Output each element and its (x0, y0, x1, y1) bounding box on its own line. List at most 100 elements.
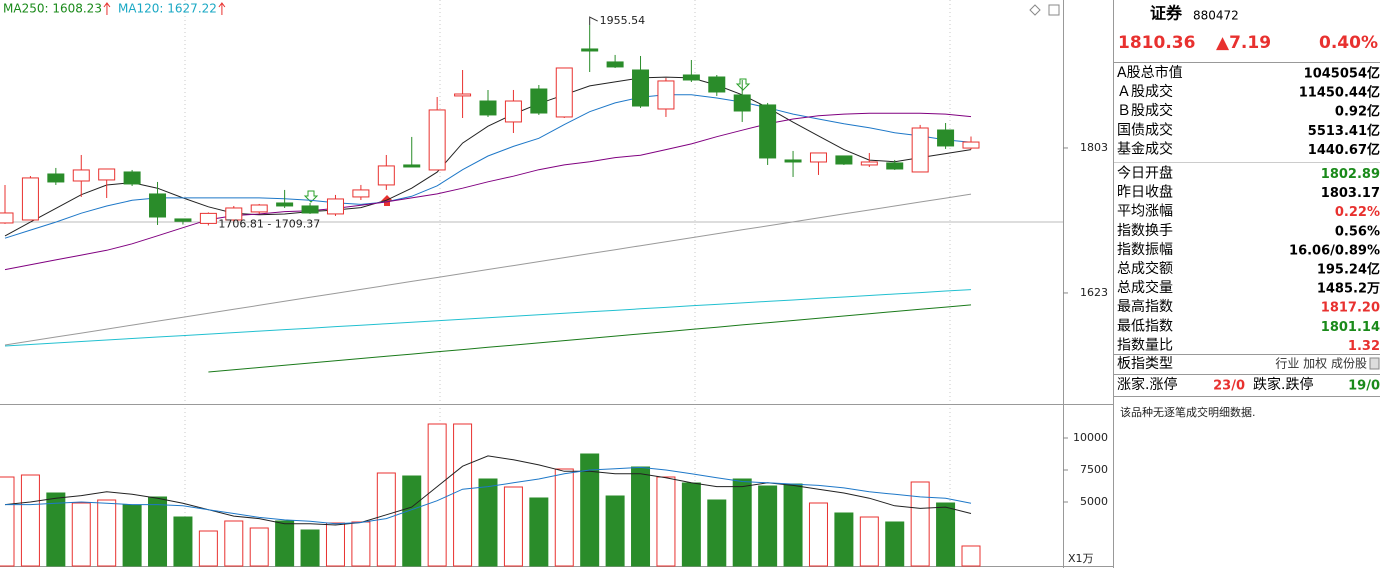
candle-body (581, 48, 599, 52)
y-tick-label: 1803 (1080, 141, 1108, 154)
row-value: 1485.2万 (1317, 282, 1380, 297)
volume-bar (554, 468, 574, 567)
unit-label: X1万 (1068, 552, 1094, 565)
candle-body (276, 202, 294, 207)
down-value: 19/0 (1348, 379, 1380, 394)
candle-body (21, 177, 39, 221)
price-change: ▲7.19 (1216, 33, 1271, 53)
legend-arrow (218, 2, 226, 15)
candle-body (326, 198, 344, 215)
plate-type-label: 板指类型 (1117, 356, 1173, 372)
row-value: 0.22% (1335, 205, 1380, 220)
y-tick-label: 5000 (1080, 495, 1108, 508)
last-price: 1810.36 (1118, 33, 1195, 53)
volume-bar (808, 502, 828, 567)
legend-entry: MA120: 1627.22 (118, 2, 217, 16)
volume-bar (936, 502, 956, 567)
volume-bar (605, 495, 625, 567)
row-label: A股总市值 (1117, 64, 1183, 81)
candle-body (479, 100, 497, 116)
candle-body (250, 204, 268, 213)
row-value: 0.56% (1335, 224, 1380, 239)
row-value: 11450.44亿 (1299, 85, 1380, 101)
volume-bar (783, 483, 803, 567)
candle-body (504, 100, 522, 123)
up-value: 23/0 (1213, 379, 1245, 394)
row-label: 最低指数 (1117, 318, 1173, 334)
row-value: 1802.89 (1321, 167, 1380, 182)
volume-bar (453, 423, 473, 567)
candle-body (835, 155, 853, 165)
volume-bar (580, 453, 600, 567)
volume-bar (198, 530, 218, 567)
row-value: 1045054亿 (1304, 66, 1380, 82)
row-label: 基金成交 (1117, 140, 1173, 157)
candle-body (708, 76, 726, 93)
ma-line (4, 193, 972, 346)
volume-bar (859, 516, 879, 567)
row-label: 今日开盘 (1117, 165, 1173, 182)
candle-body (225, 207, 243, 221)
candle-body (759, 104, 777, 159)
plate-icon[interactable] (1369, 357, 1380, 370)
ma-line (4, 455, 972, 526)
candle-body (962, 141, 980, 149)
row-label: Ａ股成交 (1117, 83, 1173, 100)
candle-body (784, 159, 802, 163)
ma-line (4, 112, 972, 271)
volume-bar (275, 520, 295, 567)
candle-body (860, 161, 878, 166)
volume-bar (0, 476, 15, 567)
y-tick-label: 10000 (1073, 431, 1108, 444)
candle-body (657, 80, 675, 110)
candle-body (149, 193, 167, 218)
volume-bar (656, 476, 676, 567)
row-value: 1440.67亿 (1308, 142, 1380, 158)
row-value: 0.92亿 (1335, 104, 1380, 120)
row-label: 总成交额 (1117, 260, 1173, 277)
row-value: 1817.20 (1321, 301, 1380, 316)
candle-body (377, 165, 395, 186)
candle-body (555, 67, 573, 118)
volume-bar (478, 478, 498, 567)
legend-arrow (103, 2, 111, 15)
ma-line (4, 76, 972, 237)
volume-bar (71, 502, 91, 567)
candle-body (352, 189, 370, 198)
volume-bar (46, 492, 66, 567)
candle-body (682, 74, 700, 81)
volume-bar (300, 529, 320, 567)
icon-box[interactable] (1048, 4, 1060, 16)
volume-bar (631, 466, 651, 567)
ma-line (5, 466, 972, 525)
row-label: 总成交量 (1117, 279, 1173, 296)
volume-bar (529, 497, 549, 567)
candle-body (454, 93, 472, 97)
volume-bar (707, 499, 727, 567)
candle-body (886, 162, 904, 170)
icon-diamond[interactable] (1029, 4, 1041, 16)
volume-bar (758, 485, 778, 567)
row-label: 国债成交 (1117, 121, 1173, 138)
candle-body (403, 164, 421, 168)
candle-body (733, 94, 751, 112)
volume-bar (173, 516, 193, 567)
candle-body (98, 168, 116, 181)
row-value: 16.06/0.89% (1289, 243, 1380, 258)
row-value: 1803.17 (1321, 186, 1380, 201)
volume-bar (961, 545, 981, 567)
volume-bar (834, 512, 854, 567)
volume-bar (402, 475, 422, 567)
volume-bar (910, 481, 930, 567)
row-label: Ｂ股成交 (1117, 102, 1173, 119)
row-value: 5513.41亿 (1308, 123, 1380, 139)
plate-type-value[interactable]: 行业 加权 成份股 (1275, 357, 1367, 371)
candle-body (0, 212, 14, 224)
candle-body (911, 127, 929, 173)
volume-bar (503, 486, 523, 567)
candle-body (301, 205, 319, 214)
candle-body (199, 212, 217, 224)
volume-bar (224, 520, 244, 567)
volume-bar (122, 504, 142, 567)
